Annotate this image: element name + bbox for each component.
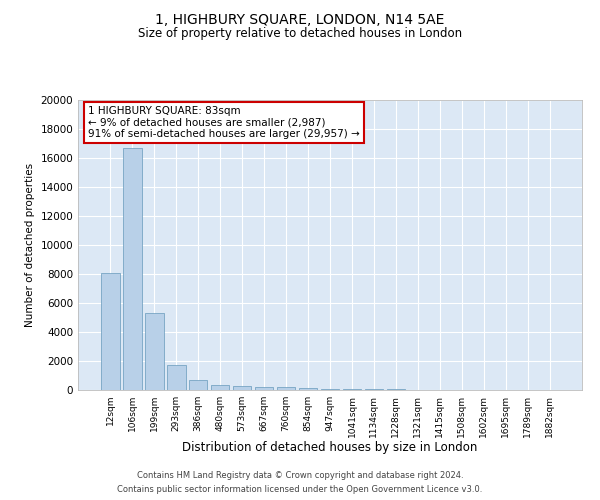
Bar	[343, 389, 361, 390]
Bar	[365, 389, 383, 390]
Bar	[211, 385, 229, 390]
Text: Size of property relative to detached houses in London: Size of property relative to detached ho…	[138, 28, 462, 40]
Text: Contains HM Land Registry data © Crown copyright and database right 2024.: Contains HM Land Registry data © Crown c…	[137, 472, 463, 480]
Bar	[101, 272, 119, 390]
Bar	[189, 380, 208, 390]
Text: Distribution of detached houses by size in London: Distribution of detached houses by size …	[182, 441, 478, 454]
Bar	[255, 386, 274, 390]
Bar	[233, 386, 251, 390]
Bar	[299, 388, 317, 390]
Y-axis label: Number of detached properties: Number of detached properties	[25, 163, 35, 327]
Bar	[123, 148, 142, 390]
Bar	[320, 388, 340, 390]
Bar	[167, 364, 185, 390]
Text: Contains public sector information licensed under the Open Government Licence v3: Contains public sector information licen…	[118, 484, 482, 494]
Text: 1, HIGHBURY SQUARE, LONDON, N14 5AE: 1, HIGHBURY SQUARE, LONDON, N14 5AE	[155, 12, 445, 26]
Bar	[145, 313, 164, 390]
Text: 1 HIGHBURY SQUARE: 83sqm
← 9% of detached houses are smaller (2,987)
91% of semi: 1 HIGHBURY SQUARE: 83sqm ← 9% of detache…	[88, 106, 360, 139]
Bar	[277, 388, 295, 390]
